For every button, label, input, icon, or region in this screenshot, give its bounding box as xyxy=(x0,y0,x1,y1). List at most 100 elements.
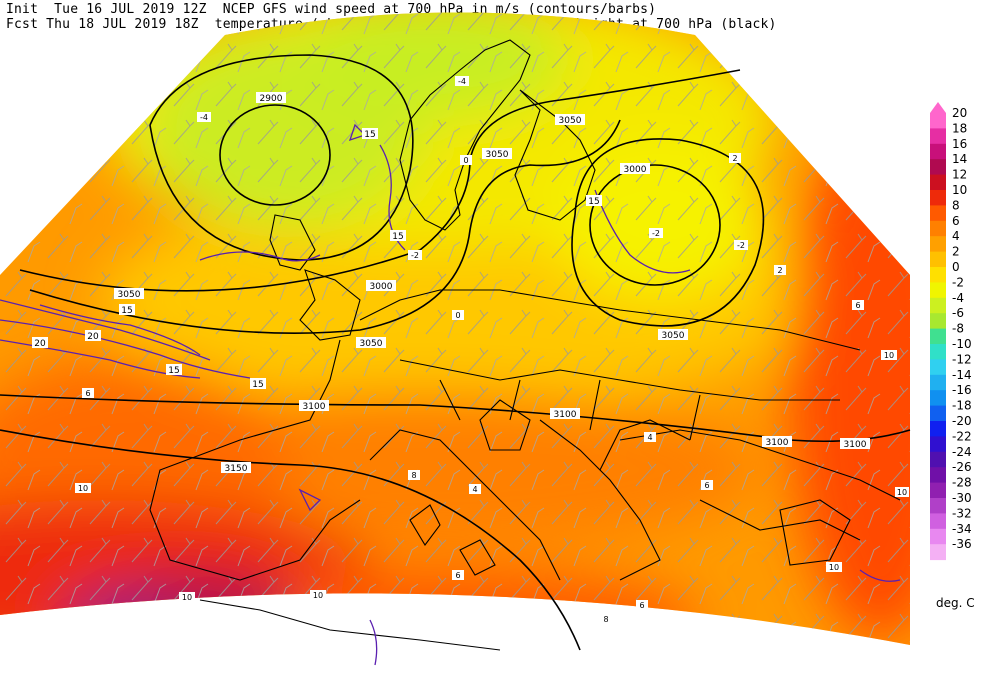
svg-text:4: 4 xyxy=(647,433,652,442)
temp-label: -2 xyxy=(734,240,748,250)
wind-label: 15 xyxy=(119,304,135,316)
height-label: 3150 xyxy=(221,462,251,474)
svg-text:15: 15 xyxy=(392,232,403,242)
legend-swatch xyxy=(930,344,946,360)
legend-swatch xyxy=(930,128,946,145)
legend-arrow xyxy=(930,102,946,113)
legend-swatch xyxy=(930,482,946,499)
legend-swatch xyxy=(930,143,946,160)
wind-label: 15 xyxy=(362,128,378,140)
legend-label: -6 xyxy=(952,306,964,320)
legend-label: -18 xyxy=(952,399,972,413)
height-label: 3000 xyxy=(366,280,396,292)
temp-label: 6 xyxy=(636,600,648,610)
svg-text:2: 2 xyxy=(732,154,737,163)
svg-text:3050: 3050 xyxy=(360,339,383,349)
legend-swatch xyxy=(930,220,946,237)
legend-swatch xyxy=(930,421,946,437)
legend-label: -2 xyxy=(952,275,964,289)
temp-label: 6 xyxy=(82,388,94,398)
legend-swatch xyxy=(930,313,946,330)
legend-label: -22 xyxy=(952,429,972,443)
svg-text:3100: 3100 xyxy=(554,410,577,420)
legend-label: -10 xyxy=(952,337,972,351)
svg-text:6: 6 xyxy=(855,301,860,310)
legend-label: 2 xyxy=(952,245,960,259)
legend-label: -34 xyxy=(952,522,972,536)
legend-swatch xyxy=(930,451,946,468)
height-label: 3050 xyxy=(114,288,144,300)
legend-label: 0 xyxy=(952,260,960,274)
svg-text:2900: 2900 xyxy=(260,94,283,104)
height-label: 3100 xyxy=(550,408,580,420)
legend-label: -12 xyxy=(952,352,972,366)
temp-label: 10 xyxy=(826,562,842,572)
svg-text:3050: 3050 xyxy=(118,290,141,300)
svg-text:10: 10 xyxy=(829,563,839,572)
svg-text:2: 2 xyxy=(777,266,782,275)
svg-text:15: 15 xyxy=(364,130,375,140)
svg-text:0: 0 xyxy=(455,311,460,320)
wind-label: 20 xyxy=(85,330,101,342)
legend-label: 6 xyxy=(952,214,960,228)
legend-label: -26 xyxy=(952,460,972,474)
svg-text:20: 20 xyxy=(87,332,99,342)
temp-label: 0 xyxy=(452,310,464,320)
svg-text:8: 8 xyxy=(603,615,608,624)
wind-label: 15 xyxy=(166,364,182,376)
wind-contours xyxy=(0,123,901,666)
height-label: 3100 xyxy=(840,438,870,450)
height-label: 2900 xyxy=(256,92,286,104)
svg-text:-4: -4 xyxy=(458,77,466,86)
legend-label: -36 xyxy=(952,537,972,551)
legend-swatch xyxy=(930,436,946,453)
svg-text:3000: 3000 xyxy=(370,282,393,292)
legend-label: 4 xyxy=(952,229,960,243)
legend-label: 14 xyxy=(952,152,967,166)
svg-text:3050: 3050 xyxy=(559,116,582,126)
legend-swatch xyxy=(930,498,946,514)
legend-swatch xyxy=(930,267,946,283)
temp-label: 10 xyxy=(75,483,91,493)
temp-label: 10 xyxy=(179,592,195,602)
legend-swatch xyxy=(930,528,946,545)
temp-label: 10 xyxy=(310,590,326,600)
temp-label: 8 xyxy=(408,470,420,480)
legend-label: -24 xyxy=(952,445,972,459)
temp-label: 2 xyxy=(729,153,741,163)
temp-label: 4 xyxy=(469,484,481,494)
legend-label: 12 xyxy=(952,168,967,182)
wind-label: 15 xyxy=(586,195,602,207)
legend-swatch xyxy=(930,282,946,299)
wind-labels: 15 15 15 15 20 20 15 15 xyxy=(32,128,602,390)
svg-text:10: 10 xyxy=(78,484,88,493)
legend-swatch xyxy=(930,405,946,422)
legend-label: 18 xyxy=(952,121,967,135)
legend-swatch xyxy=(930,328,946,345)
height-labels: 2900 3050 3050 3000 3050 3000 3050 3050 … xyxy=(114,92,870,474)
wind-label: 15 xyxy=(390,230,406,242)
svg-text:-2: -2 xyxy=(652,229,660,238)
legend-swatch xyxy=(930,297,946,314)
height-label: 3000 xyxy=(620,163,650,175)
svg-text:6: 6 xyxy=(639,601,644,610)
svg-text:6: 6 xyxy=(455,571,460,580)
legend-label: 8 xyxy=(952,198,960,212)
svg-text:3050: 3050 xyxy=(662,331,685,341)
temp-label: 2 xyxy=(774,265,786,275)
legend-swatch xyxy=(930,374,946,391)
svg-text:3150: 3150 xyxy=(225,464,248,474)
wind-label: 15 xyxy=(250,378,266,390)
height-label: 3050 xyxy=(555,114,585,126)
temp-label: 6 xyxy=(701,480,713,490)
svg-text:6: 6 xyxy=(85,389,90,398)
legend-label: 10 xyxy=(952,183,967,197)
legend-swatch xyxy=(930,159,946,176)
legend-units: deg. C xyxy=(936,596,975,610)
temp-label: -2 xyxy=(408,250,422,260)
svg-text:-2: -2 xyxy=(411,251,419,260)
svg-text:15: 15 xyxy=(588,197,599,207)
coastlines xyxy=(149,39,901,651)
legend-swatch xyxy=(930,113,946,129)
height-label: 3100 xyxy=(762,436,792,448)
